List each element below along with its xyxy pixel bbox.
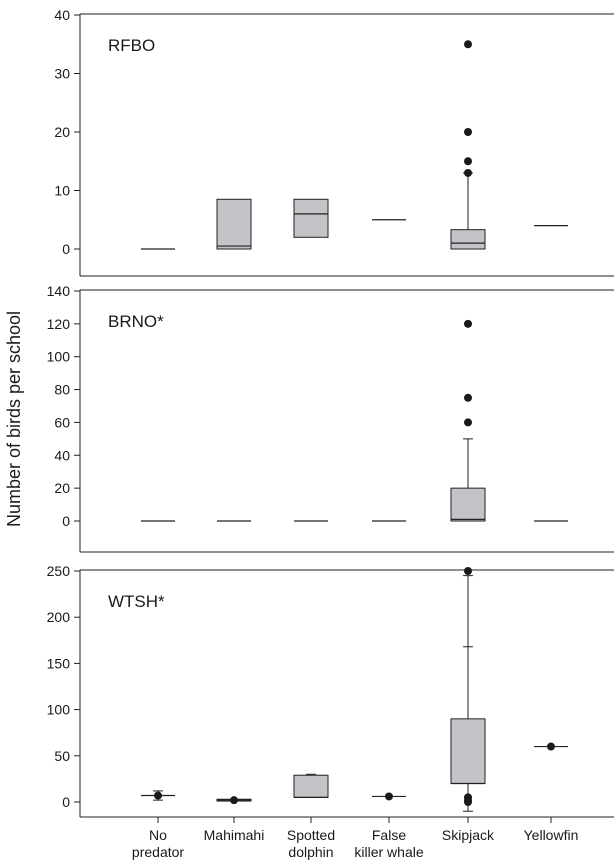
- panel-label: BRNO*: [108, 312, 164, 331]
- outlier-point: [154, 791, 162, 800]
- outlier-point: [230, 796, 238, 805]
- y-tick-label: 80: [54, 382, 70, 398]
- box: [293, 198, 329, 238]
- outlier-point: [464, 128, 472, 136]
- x-tick-label: killer whale: [354, 844, 423, 860]
- x-tick-label: No: [149, 827, 167, 843]
- y-tick-label: 100: [47, 702, 71, 718]
- y-tick-label: 60: [54, 414, 70, 430]
- x-tick-label: Skipjack: [442, 827, 495, 843]
- box: [450, 718, 486, 785]
- outlier-point: [464, 168, 472, 177]
- x-tick-label: predator: [132, 844, 184, 860]
- outlier-point: [464, 567, 472, 575]
- x-tick-label: Spotted: [287, 827, 335, 843]
- outlier-point: [464, 157, 472, 166]
- y-tick-label: 40: [54, 447, 70, 463]
- outlier-point: [464, 393, 472, 402]
- outlier-point: [464, 40, 472, 49]
- x-tick-label: Mahimahi: [204, 827, 265, 843]
- outlier-point: [464, 319, 472, 328]
- outlier-point: [464, 418, 472, 427]
- y-tick-label: 100: [47, 349, 71, 365]
- x-tick-label: dolphin: [288, 844, 333, 860]
- panel-label: RFBO: [108, 36, 155, 55]
- y-tick-label: 20: [54, 480, 70, 496]
- outlier-point: [547, 742, 555, 751]
- y-tick-label: 50: [54, 748, 70, 764]
- y-tick-label: 120: [47, 316, 71, 332]
- x-tick-label: False: [372, 827, 406, 843]
- y-tick-label: 40: [54, 7, 70, 23]
- y-tick-label: 30: [54, 66, 70, 82]
- box: [450, 229, 486, 250]
- outlier-point: [464, 793, 472, 802]
- y-tick-label: 20: [54, 124, 70, 140]
- outlier-point: [385, 792, 393, 801]
- box: [293, 774, 329, 798]
- y-tick-label: 0: [62, 794, 70, 810]
- y-tick-label: 0: [62, 513, 70, 529]
- x-tick-label: Yellowfin: [524, 827, 579, 843]
- y-tick-label: 10: [54, 183, 70, 199]
- box: [216, 198, 252, 250]
- y-tick-label: 200: [47, 609, 71, 625]
- y-tick-label: 150: [47, 655, 71, 671]
- y-axis-label: Number of birds per school: [4, 311, 24, 527]
- y-tick-label: 0: [62, 241, 70, 257]
- y-tick-label: 250: [47, 563, 71, 579]
- panel-label: WTSH*: [108, 592, 165, 611]
- box: [450, 487, 486, 522]
- y-tick-label: 140: [47, 283, 71, 299]
